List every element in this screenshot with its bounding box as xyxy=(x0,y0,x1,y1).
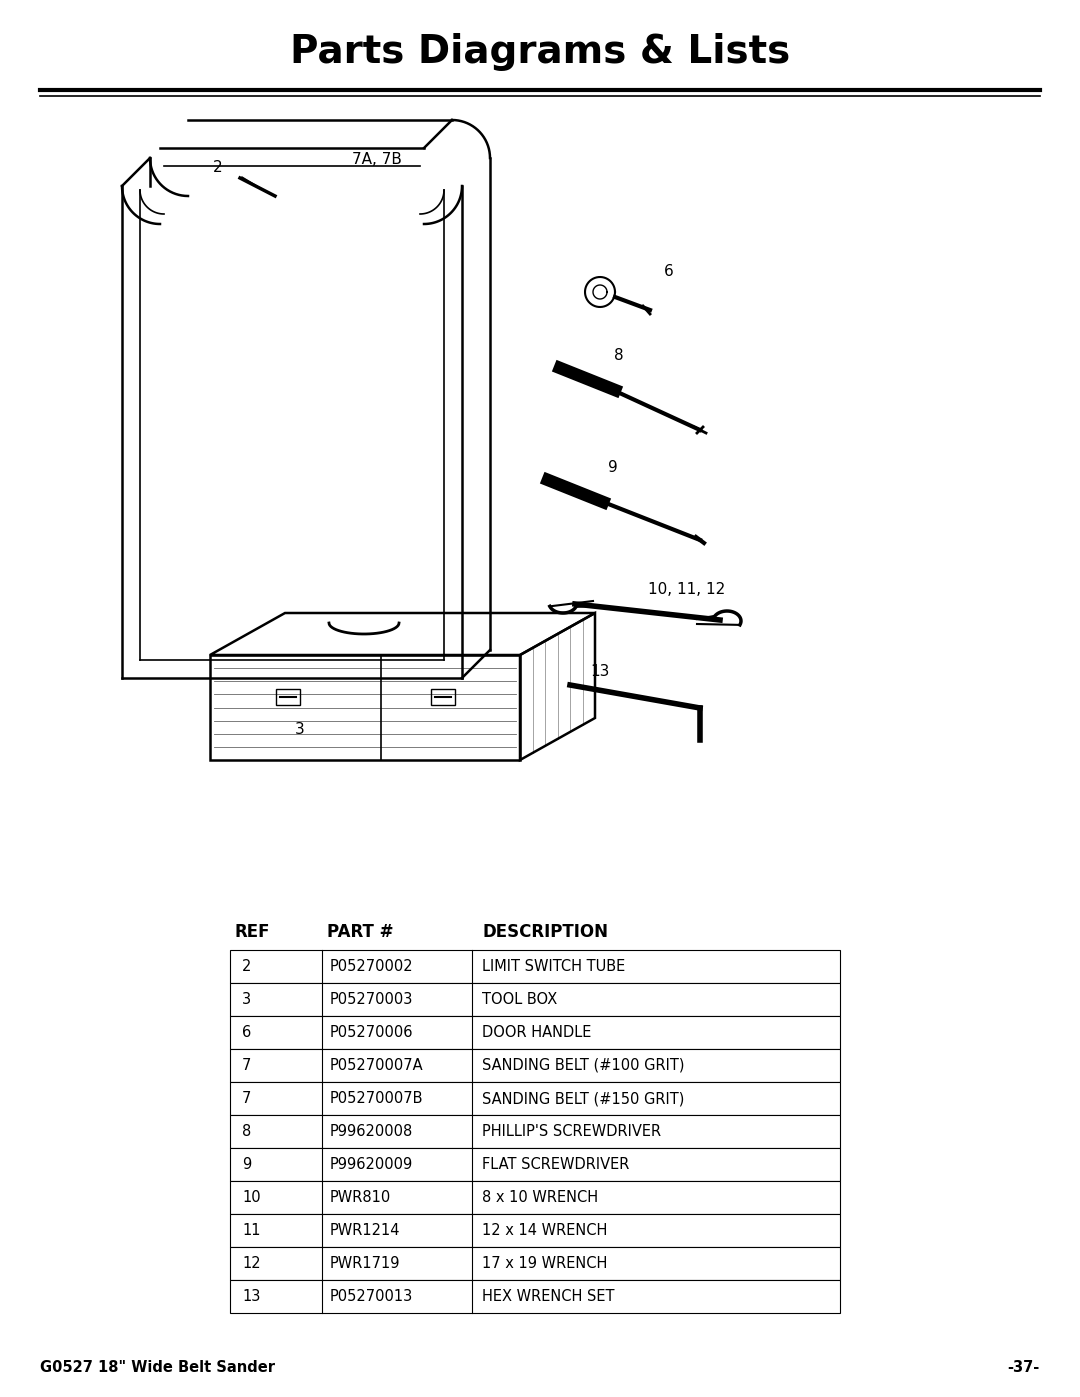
Text: 12: 12 xyxy=(242,1256,260,1271)
Text: P99620008: P99620008 xyxy=(330,1125,414,1139)
Text: G0527 18" Wide Belt Sander: G0527 18" Wide Belt Sander xyxy=(40,1361,275,1376)
Text: P05270007A: P05270007A xyxy=(330,1058,423,1073)
Bar xyxy=(230,1180,840,1214)
Bar xyxy=(230,1280,840,1313)
Text: 12 x 14 WRENCH: 12 x 14 WRENCH xyxy=(482,1222,607,1238)
Text: 10, 11, 12: 10, 11, 12 xyxy=(648,583,726,598)
Text: HEX WRENCH SET: HEX WRENCH SET xyxy=(482,1289,615,1303)
Text: 3: 3 xyxy=(242,992,252,1007)
Bar xyxy=(230,1248,840,1280)
Bar xyxy=(230,1083,840,1115)
Text: DOOR HANDLE: DOOR HANDLE xyxy=(482,1025,592,1039)
Text: P05270007B: P05270007B xyxy=(330,1091,423,1106)
Bar xyxy=(230,1115,840,1148)
Text: P05270013: P05270013 xyxy=(330,1289,414,1303)
Text: 8 x 10 WRENCH: 8 x 10 WRENCH xyxy=(482,1190,598,1206)
Text: 17 x 19 WRENCH: 17 x 19 WRENCH xyxy=(482,1256,607,1271)
Text: LIMIT SWITCH TUBE: LIMIT SWITCH TUBE xyxy=(482,958,625,974)
Text: 9: 9 xyxy=(608,461,618,475)
Text: REF: REF xyxy=(235,923,270,942)
Text: P99620009: P99620009 xyxy=(330,1157,414,1172)
Text: PWR1719: PWR1719 xyxy=(330,1256,401,1271)
Text: PART #: PART # xyxy=(327,923,393,942)
Text: TOOL BOX: TOOL BOX xyxy=(482,992,557,1007)
Text: PWR1214: PWR1214 xyxy=(330,1222,401,1238)
Text: Parts Diagrams & Lists: Parts Diagrams & Lists xyxy=(289,34,791,71)
Text: PWR810: PWR810 xyxy=(330,1190,391,1206)
Text: 2: 2 xyxy=(213,161,222,176)
Text: 6: 6 xyxy=(242,1025,252,1039)
Text: DESCRIPTION: DESCRIPTION xyxy=(482,923,608,942)
Bar xyxy=(230,1049,840,1083)
Text: 8: 8 xyxy=(615,348,623,363)
Text: 2: 2 xyxy=(242,958,252,974)
Text: 6: 6 xyxy=(664,264,674,279)
Bar xyxy=(230,1148,840,1180)
Text: FLAT SCREWDRIVER: FLAT SCREWDRIVER xyxy=(482,1157,630,1172)
Text: 9: 9 xyxy=(242,1157,252,1172)
Bar xyxy=(230,1016,840,1049)
Text: 8: 8 xyxy=(242,1125,252,1139)
Text: 11: 11 xyxy=(242,1222,260,1238)
Text: SANDING BELT (#100 GRIT): SANDING BELT (#100 GRIT) xyxy=(482,1058,685,1073)
Text: P05270003: P05270003 xyxy=(330,992,414,1007)
Text: 10: 10 xyxy=(242,1190,260,1206)
Bar xyxy=(431,689,455,705)
Bar xyxy=(230,950,840,983)
Text: 13: 13 xyxy=(242,1289,260,1303)
Bar xyxy=(275,689,299,705)
Bar xyxy=(230,1214,840,1248)
Text: 7A, 7B: 7A, 7B xyxy=(352,152,402,168)
Bar xyxy=(230,983,840,1016)
Text: 13: 13 xyxy=(590,665,609,679)
Text: P05270002: P05270002 xyxy=(330,958,414,974)
Text: 3: 3 xyxy=(295,722,305,738)
Text: 7: 7 xyxy=(242,1058,252,1073)
Text: PHILLIP'S SCREWDRIVER: PHILLIP'S SCREWDRIVER xyxy=(482,1125,661,1139)
Text: -37-: -37- xyxy=(1008,1361,1040,1376)
Text: 7: 7 xyxy=(242,1091,252,1106)
Text: SANDING BELT (#150 GRIT): SANDING BELT (#150 GRIT) xyxy=(482,1091,685,1106)
Text: P05270006: P05270006 xyxy=(330,1025,414,1039)
